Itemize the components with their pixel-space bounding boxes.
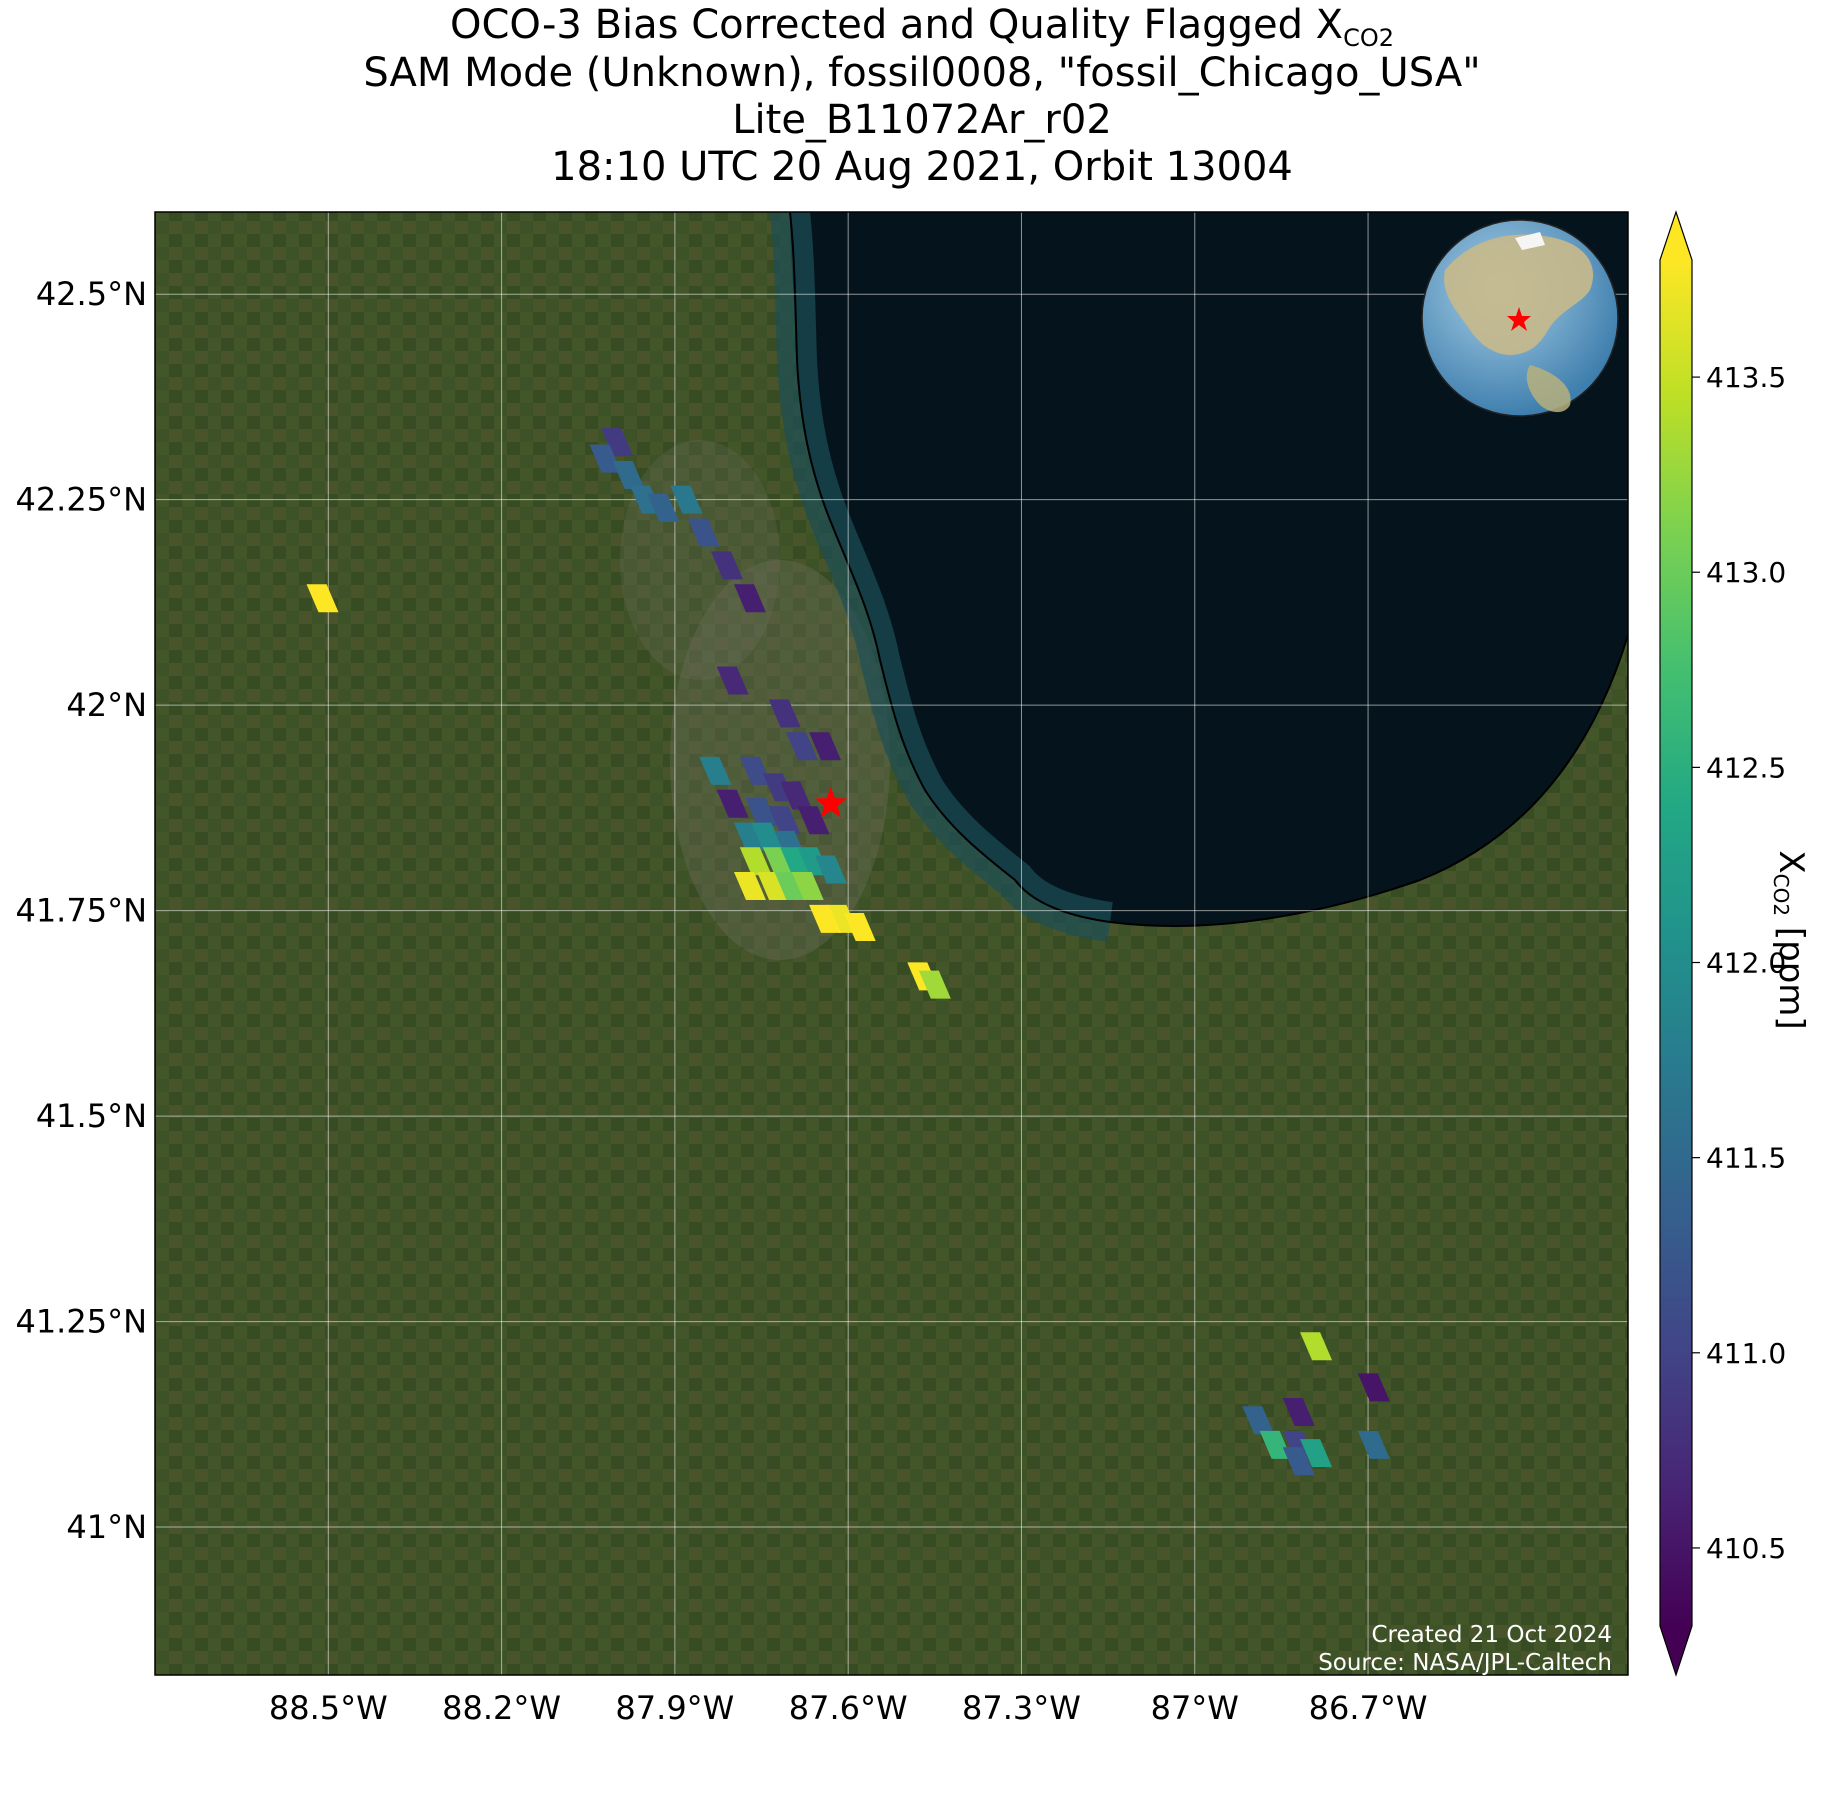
- xco2-sounding: [1300, 1332, 1333, 1361]
- title-line-1: OCO-3 Bias Corrected and Quality Flagged…: [0, 2, 1844, 61]
- xco2-sounding: [774, 871, 807, 900]
- xco2-sounding: [768, 806, 801, 835]
- lon-tick-label: 87.9°W: [615, 1689, 734, 1727]
- xco2-sounding: [809, 904, 842, 933]
- xco2-sounding: [733, 584, 766, 613]
- colorbar-tick-label: 411.0: [1706, 1337, 1786, 1370]
- lon-tick-label: 88.5°W: [269, 1689, 388, 1727]
- coastline: [789, 212, 1628, 927]
- lat-tick-label: 41.75°N: [15, 892, 147, 930]
- title-line-1-subscript: CO2: [1343, 24, 1394, 52]
- lon-tick-label: 87.3°W: [962, 1689, 1081, 1727]
- xco2-sounding: [757, 871, 790, 900]
- lon-tick-label: 87°W: [1151, 1689, 1239, 1727]
- xco2-sounding: [745, 797, 778, 826]
- colorbar: 410.5 411.0 411.5 412.0 412.5 413.0 413.5: [1659, 210, 1786, 1677]
- xco2-sounding: [785, 732, 818, 761]
- colorbar-tick-label: 412.5: [1706, 751, 1786, 784]
- colorbar-title-prefix: X: [1771, 850, 1811, 874]
- xco2-sounding: [814, 855, 847, 884]
- lat-tick-label: 42.5°N: [36, 275, 147, 313]
- xco2-sounding: [733, 871, 766, 900]
- xco2-sounding: [780, 847, 813, 876]
- lat-tick-label: 41.25°N: [15, 1303, 147, 1341]
- globe-target-star: [1507, 307, 1531, 331]
- xco2-sounding: [1242, 1406, 1275, 1435]
- lon-tick-label: 87.6°W: [789, 1689, 908, 1727]
- colorbar-title: XCO2 [ppm]: [1769, 850, 1811, 1029]
- map-frame: [154, 211, 1629, 1676]
- xco2-sounding: [739, 756, 772, 785]
- colorbar-title-subscript: CO2: [1769, 873, 1793, 917]
- xco2-sounding: [647, 493, 680, 522]
- globe-south-america: [1526, 365, 1571, 413]
- xco2-sounding: [601, 428, 634, 457]
- xco2-sounding: [699, 756, 732, 785]
- lat-tick-label: 41°N: [66, 1508, 147, 1546]
- title-line-4: 18:10 UTC 20 Aug 2021, Orbit 13004: [551, 144, 1293, 190]
- title-line-3: Lite_B11072Ar_r02: [732, 97, 1112, 143]
- xco2-soundings: [306, 428, 1390, 1476]
- xco2-sounding: [780, 781, 813, 810]
- urban-area-north: [620, 440, 780, 680]
- xco2-sounding: [1300, 1439, 1333, 1468]
- colorbar-ticks: 410.5 411.0 411.5 412.0 412.5 413.0 413.5: [1692, 361, 1786, 1565]
- xco2-sounding: [612, 461, 645, 490]
- xco2-sounding: [918, 970, 951, 999]
- xco2-sounding: [1282, 1447, 1315, 1476]
- xco2-sounding: [809, 732, 842, 761]
- xco2-sounding: [762, 847, 795, 876]
- colorbar-extend-min: [1660, 1626, 1692, 1675]
- colorbar-tick-label: 412.0: [1706, 947, 1786, 980]
- latitude-tick-labels: 42.5°N 42.25°N 42°N 41.75°N 41.5°N 41.25°N 41°…: [15, 275, 147, 1546]
- colorbar-tick-label: 413.5: [1706, 361, 1786, 394]
- credit-source: Source: NASA/JPL-Caltech: [1318, 1650, 1612, 1676]
- globe-north-america: [1444, 234, 1594, 355]
- colorbar-title-units: [ppm]: [1771, 916, 1811, 1030]
- colorbar-gradient: [1660, 260, 1692, 1626]
- xco2-sounding: [306, 584, 339, 613]
- xco2-sounding: [768, 699, 801, 728]
- xco2-sounding: [716, 666, 749, 695]
- colorbar-outline: [1659, 210, 1693, 1677]
- lake-michigan: [790, 212, 1628, 926]
- colorbar-tick-label: 413.0: [1706, 556, 1786, 589]
- xco2-sounding: [1357, 1430, 1390, 1459]
- colorbar-tick-label: 411.5: [1706, 1142, 1786, 1175]
- colorbar-tick-label: 410.5: [1706, 1532, 1786, 1565]
- credit-created: Created 21 Oct 2024: [1371, 1622, 1612, 1648]
- lon-tick-label: 86.7°W: [1309, 1689, 1428, 1727]
- xco2-sounding: [589, 444, 622, 473]
- xco2-sounding: [716, 789, 749, 818]
- lat-tick-label: 41.5°N: [36, 1097, 147, 1135]
- inset-globe: [1421, 219, 1619, 417]
- xco2-sounding: [733, 822, 766, 851]
- colorbar-extend-max: [1660, 212, 1692, 260]
- xco2-sounding: [797, 806, 830, 835]
- xco2-sounding: [843, 913, 876, 942]
- lat-tick-label: 42°N: [66, 686, 147, 724]
- xco2-sounding: [739, 847, 772, 876]
- globe-ice: [1515, 232, 1545, 250]
- title-line-2: SAM Mode (Unknown), fossil0008, "fossil_…: [363, 50, 1481, 96]
- lat-tick-label: 42.25°N: [15, 481, 147, 519]
- xco2-sounding: [791, 871, 824, 900]
- target-star-marker: [814, 786, 847, 818]
- lon-tick-label: 88.2°W: [442, 1689, 561, 1727]
- xco2-sounding: [710, 551, 743, 580]
- xco2-sounding: [1259, 1430, 1292, 1459]
- title-line-1-text: OCO-3 Bias Corrected and Quality Flagged…: [449, 2, 1344, 48]
- xco2-sounding: [1282, 1397, 1315, 1426]
- xco2-sounding: [751, 822, 784, 851]
- xco2-sounding: [670, 485, 703, 514]
- longitude-tick-labels: 88.5°W 88.2°W 87.9°W 87.6°W 87.3°W 87°W 86.7°W: [269, 1689, 1428, 1727]
- xco2-sounding: [1357, 1373, 1390, 1402]
- xco2-sounding: [687, 518, 720, 547]
